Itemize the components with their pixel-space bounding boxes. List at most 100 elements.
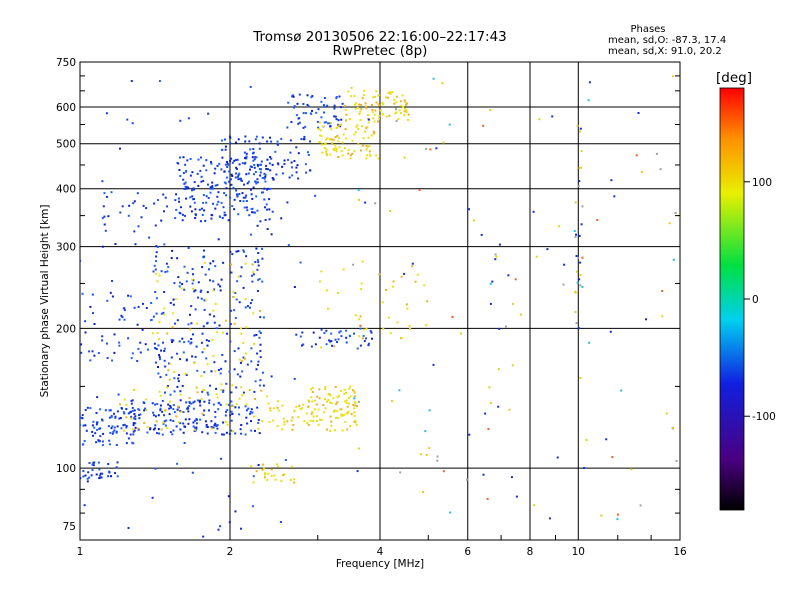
echo-point: [257, 464, 260, 466]
echo-point: [155, 260, 157, 263]
echo-point: [120, 407, 123, 409]
echo-point: [252, 173, 255, 176]
echo-point: [179, 358, 181, 361]
echo-point: [353, 390, 356, 393]
echo-point: [244, 135, 247, 138]
echo-point: [183, 341, 186, 344]
echo-point: [348, 118, 351, 120]
echo-point: [344, 109, 347, 112]
echo-point: [310, 396, 313, 399]
echo-point: [497, 405, 500, 408]
echo-point: [259, 174, 262, 177]
echo-point: [407, 113, 410, 116]
echo-point: [217, 283, 220, 286]
echo-point: [251, 274, 253, 277]
echo-point: [81, 292, 84, 295]
echo-point: [99, 408, 102, 411]
echo-point: [403, 156, 406, 159]
echo-point: [124, 423, 126, 426]
echo-point: [217, 200, 220, 203]
y-tick-label: 750: [56, 57, 76, 69]
echo-point: [91, 350, 94, 353]
echo-point: [214, 265, 217, 268]
echo-point: [259, 332, 262, 335]
echo-point: [256, 406, 259, 409]
y-tick-label: 300: [56, 242, 76, 254]
echo-point: [119, 147, 121, 150]
echo-point: [351, 389, 354, 392]
echo-point: [327, 122, 329, 125]
echo-point: [310, 412, 313, 415]
echo-point: [295, 405, 298, 408]
echo-point: [405, 111, 408, 114]
echo-point: [261, 463, 264, 466]
echo-point: [163, 420, 166, 423]
echo-point: [262, 384, 265, 387]
echo-point: [287, 244, 290, 247]
echo-point: [189, 196, 192, 199]
echo-point: [293, 409, 296, 412]
echo-point: [150, 318, 153, 321]
echo-point: [245, 409, 248, 412]
echo-point: [386, 96, 389, 99]
echo-point: [216, 183, 219, 186]
echo-point: [152, 411, 155, 414]
echo-point: [107, 215, 110, 218]
echo-point: [198, 208, 201, 211]
echo-point: [116, 410, 119, 413]
echo-point: [258, 278, 261, 280]
echo-point: [184, 181, 187, 184]
echo-point: [341, 154, 344, 157]
echo-point: [163, 307, 166, 310]
echo-point: [228, 170, 231, 173]
echo-point: [177, 276, 180, 279]
echo-point: [171, 433, 174, 436]
echo-point: [318, 336, 321, 339]
echo-point: [216, 427, 219, 430]
echo-point: [200, 341, 203, 344]
echo-point: [326, 137, 329, 140]
echo-point: [220, 389, 223, 391]
echo-point: [243, 151, 246, 154]
echo-point: [372, 96, 375, 99]
echo-point: [307, 399, 310, 402]
echo-point: [113, 412, 115, 415]
echo-point: [364, 130, 366, 133]
echo-point: [154, 224, 157, 227]
echo-point: [250, 193, 253, 196]
echo-point: [205, 425, 208, 428]
echo-point: [97, 439, 100, 442]
echo-point: [347, 402, 350, 405]
echo-point: [122, 307, 125, 310]
echo-point: [371, 337, 373, 340]
echo-point: [174, 199, 177, 202]
echo-point: [122, 424, 125, 427]
echo-point: [435, 147, 438, 150]
echo-point: [127, 214, 130, 217]
echo-point: [363, 340, 366, 343]
echo-point: [155, 348, 158, 350]
echo-point: [138, 408, 141, 411]
echo-point: [210, 217, 213, 220]
echo-point: [194, 308, 197, 311]
echo-point: [178, 374, 180, 376]
echo-point: [252, 481, 255, 484]
echo-point: [281, 428, 283, 431]
echo-point: [222, 261, 225, 264]
echo-point: [268, 187, 271, 190]
echo-point: [362, 334, 365, 337]
echo-point: [224, 145, 227, 148]
echo-point: [318, 128, 321, 130]
echo-point: [120, 314, 123, 317]
echo-point: [161, 433, 164, 436]
x-tick-label: 6: [464, 546, 471, 558]
echo-point: [336, 416, 339, 419]
echo-point: [208, 340, 210, 342]
echo-point: [661, 315, 664, 318]
echo-point: [359, 327, 362, 330]
echo-point: [176, 319, 179, 322]
echo-point: [381, 101, 384, 104]
echo-point: [268, 218, 271, 221]
echo-point: [289, 479, 292, 481]
echo-point: [172, 303, 175, 306]
